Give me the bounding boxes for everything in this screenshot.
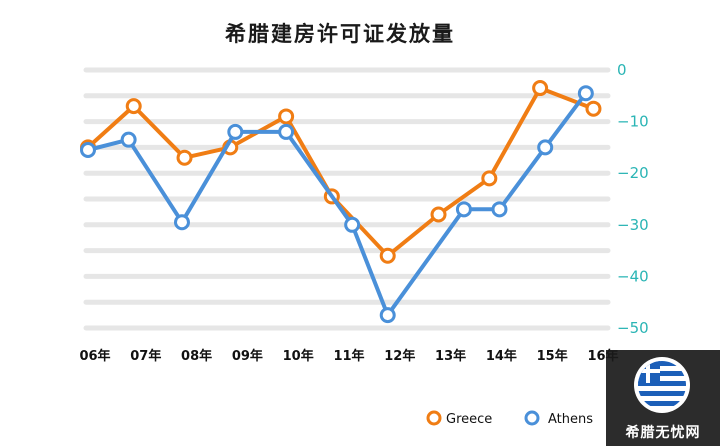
data-point-greece [585, 100, 602, 117]
y-tick-label: −20 [617, 164, 649, 182]
watermark-text: 希腊无忧网 [626, 424, 701, 441]
data-point-athens [173, 214, 190, 231]
data-point-athens [537, 139, 554, 156]
x-tick-label: 07年 [130, 348, 161, 364]
y-axis: 0 −10 −20 −30 −40 −50 [617, 61, 649, 337]
legend-marker-athens [524, 410, 540, 426]
data-point-greece [379, 247, 396, 264]
data-point-athens [278, 123, 295, 140]
data-point-athens [80, 141, 96, 158]
series-line-athens [86, 91, 588, 318]
x-tick-label: 11年 [333, 348, 364, 364]
legend-marker-greece [426, 410, 442, 426]
x-tick-label: 09年 [232, 348, 263, 364]
data-point-greece [481, 170, 498, 187]
data-point-athens [379, 307, 396, 324]
data-point-athens [455, 201, 472, 218]
greece-flag-icon [634, 357, 690, 413]
watermark: 希腊无忧网 [606, 350, 720, 446]
data-point-greece [430, 206, 447, 223]
series-group [80, 80, 602, 324]
legend: Greece Athens [426, 410, 593, 427]
data-point-greece [532, 80, 549, 97]
data-point-athens [344, 216, 361, 233]
grid-lines [83, 67, 611, 331]
x-tick-label: 15年 [537, 348, 568, 364]
data-point-athens [577, 85, 594, 102]
x-tick-label: 10年 [283, 348, 314, 364]
data-point-athens [491, 201, 508, 218]
data-point-greece [176, 149, 193, 166]
data-point-greece [125, 98, 142, 115]
data-point-greece [278, 108, 295, 125]
x-tick-label: 13年 [435, 348, 466, 364]
y-tick-label: −50 [617, 319, 649, 337]
y-tick-label: −40 [617, 267, 649, 285]
y-tick-label: −30 [617, 216, 649, 234]
data-point-athens [120, 131, 137, 148]
chart-title: 希腊建房许可证发放量 [225, 22, 455, 46]
x-tick-label: 08年 [181, 348, 212, 364]
x-tick-label: 14年 [486, 348, 517, 364]
x-tick-label: 06年 [79, 348, 110, 364]
x-axis: 06年 07年 08年 09年 10年 11年 12年 13年 14年 15年 16年 [79, 348, 618, 364]
legend-label-greece: Greece [446, 412, 492, 427]
data-point-athens [227, 123, 244, 140]
y-tick-label: 0 [617, 61, 627, 79]
y-tick-label: −10 [617, 113, 649, 131]
x-tick-label: 12年 [384, 348, 415, 364]
legend-label-athens: Athens [548, 412, 593, 427]
